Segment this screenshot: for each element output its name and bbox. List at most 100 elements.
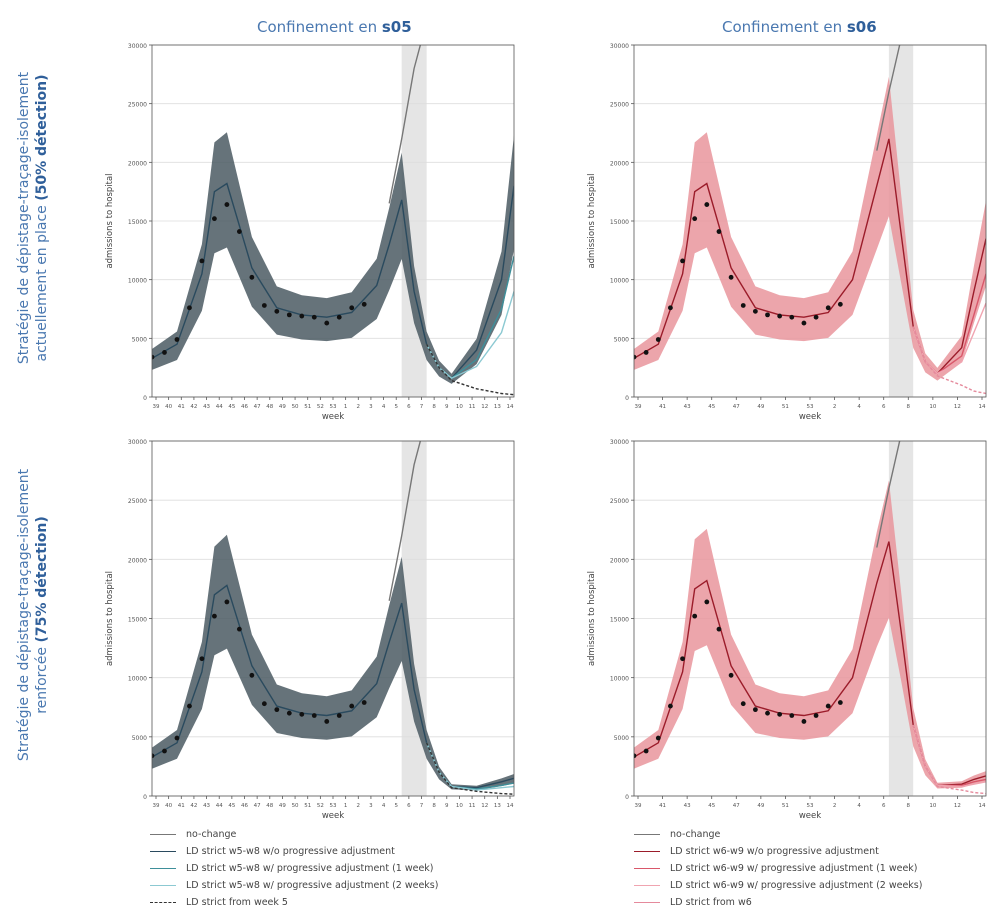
observed-point xyxy=(361,700,367,705)
legend-label: no-change xyxy=(186,829,237,840)
observed-point xyxy=(765,312,770,318)
x-tick-label: 12 xyxy=(954,803,961,809)
legend-swatch xyxy=(150,902,176,903)
x-tick-label: 48 xyxy=(266,404,273,410)
column-title-week: s06 xyxy=(846,18,877,36)
x-tick-label: 51 xyxy=(304,803,311,809)
x-tick-label: 43 xyxy=(684,803,691,809)
x-tick-label: 1 xyxy=(344,404,348,410)
observed-point xyxy=(837,301,843,307)
legend-swatch xyxy=(634,902,660,903)
x-tick-label: 14 xyxy=(979,404,986,410)
observed-point xyxy=(212,216,217,222)
observed-point xyxy=(274,308,280,314)
observed-point xyxy=(752,707,758,713)
x-tick-label: 40 xyxy=(165,404,172,410)
observed-point xyxy=(777,313,783,319)
y-tick-label: 10000 xyxy=(128,278,147,285)
x-tick-label: 42 xyxy=(190,803,197,809)
x-tick-label: 4 xyxy=(382,404,386,410)
observed-point xyxy=(336,314,342,320)
x-tick-label: 41 xyxy=(659,803,666,809)
x-tick-label: 4 xyxy=(382,803,386,809)
legend-label: no-change xyxy=(670,829,721,840)
x-tick-label: 41 xyxy=(178,803,185,809)
observed-point xyxy=(199,258,205,264)
y-tick-label: 30000 xyxy=(128,439,147,446)
y-tick-label: 5000 xyxy=(614,336,629,343)
x-tick-label: 9 xyxy=(445,404,449,410)
x-tick-label: 14 xyxy=(979,803,986,809)
observed-point xyxy=(236,626,242,632)
x-axis-label: week xyxy=(799,811,821,821)
y-tick-label: 25000 xyxy=(128,102,147,109)
x-tick-label: 14 xyxy=(507,803,514,809)
x-tick-label: 8 xyxy=(432,803,436,809)
x-tick-label: 45 xyxy=(708,803,715,809)
x-tick-label: 7 xyxy=(420,404,424,410)
observed-point xyxy=(643,350,649,355)
observed-point xyxy=(655,337,661,342)
observed-point xyxy=(789,713,795,718)
y-tick-label: 20000 xyxy=(610,557,629,564)
x-tick-label: 49 xyxy=(757,404,764,410)
y-tick-label: 5000 xyxy=(132,735,147,742)
y-axis-label: admissions to hospital xyxy=(105,571,115,666)
x-tick-label: 44 xyxy=(216,803,223,809)
column-title-week: s05 xyxy=(381,18,412,36)
legend-label: LD strict from w6 xyxy=(670,897,752,908)
x-tick-label: 6 xyxy=(882,803,886,809)
observed-point xyxy=(740,303,746,308)
observed-point xyxy=(692,613,698,619)
x-tick-label: 39 xyxy=(635,404,642,410)
y-tick-label: 0 xyxy=(143,395,147,402)
x-tick-label: 43 xyxy=(684,404,691,410)
y-tick-label: 30000 xyxy=(610,43,629,50)
chart-panel-top-right: 0 5000 10000 15000 20000 25000 30000 39 41 43 45 47… xyxy=(587,43,987,422)
observed-point xyxy=(825,305,831,311)
y-tick-label: 15000 xyxy=(610,617,629,624)
observed-point xyxy=(187,703,192,709)
observed-point xyxy=(324,719,330,724)
x-tick-label: 44 xyxy=(216,404,223,410)
x-tick-label: 53 xyxy=(807,803,814,809)
x-tick-label: 49 xyxy=(279,803,286,809)
x-tick-label: 53 xyxy=(330,803,337,809)
observed-point xyxy=(261,303,267,308)
observed-point xyxy=(789,314,795,320)
observed-point xyxy=(286,312,292,318)
legend-item: LD strict w5-w8 w/o progressive adjustme… xyxy=(150,843,438,860)
observed-point xyxy=(152,753,155,759)
x-tick-label: 39 xyxy=(153,404,160,410)
observed-point xyxy=(162,748,167,754)
y-axis-label: admissions to hospital xyxy=(587,571,597,666)
x-tick-label: 10 xyxy=(929,404,936,410)
legend-swatch xyxy=(150,834,176,835)
x-axis-label: week xyxy=(322,412,344,422)
legend-swatch xyxy=(150,868,176,869)
observed-point xyxy=(152,354,155,360)
x-tick-label: 42 xyxy=(190,404,197,410)
observed-point xyxy=(825,703,831,709)
x-tick-label: 49 xyxy=(757,803,764,809)
observed-point xyxy=(187,305,192,311)
legend-swatch xyxy=(150,851,176,852)
x-tick-label: 13 xyxy=(494,404,501,410)
y-tick-label: 0 xyxy=(625,395,629,402)
observed-point xyxy=(728,672,734,678)
legend-label: LD strict w6-w9 w/ progressive adjustmen… xyxy=(670,880,923,891)
observed-point xyxy=(704,599,710,605)
x-tick-label: 41 xyxy=(659,404,666,410)
x-tick-label: 11 xyxy=(469,404,476,410)
x-tick-label: 8 xyxy=(907,404,911,410)
y-tick-label: 0 xyxy=(143,794,147,801)
legend-item: no-change xyxy=(150,826,438,843)
x-tick-label: 45 xyxy=(228,404,235,410)
x-tick-label: 3 xyxy=(369,404,373,410)
observed-point xyxy=(249,672,255,678)
uncertainty-band xyxy=(634,76,986,381)
observed-point xyxy=(813,314,819,320)
x-tick-label: 1 xyxy=(344,803,348,809)
x-tick-label: 10 xyxy=(456,803,463,809)
